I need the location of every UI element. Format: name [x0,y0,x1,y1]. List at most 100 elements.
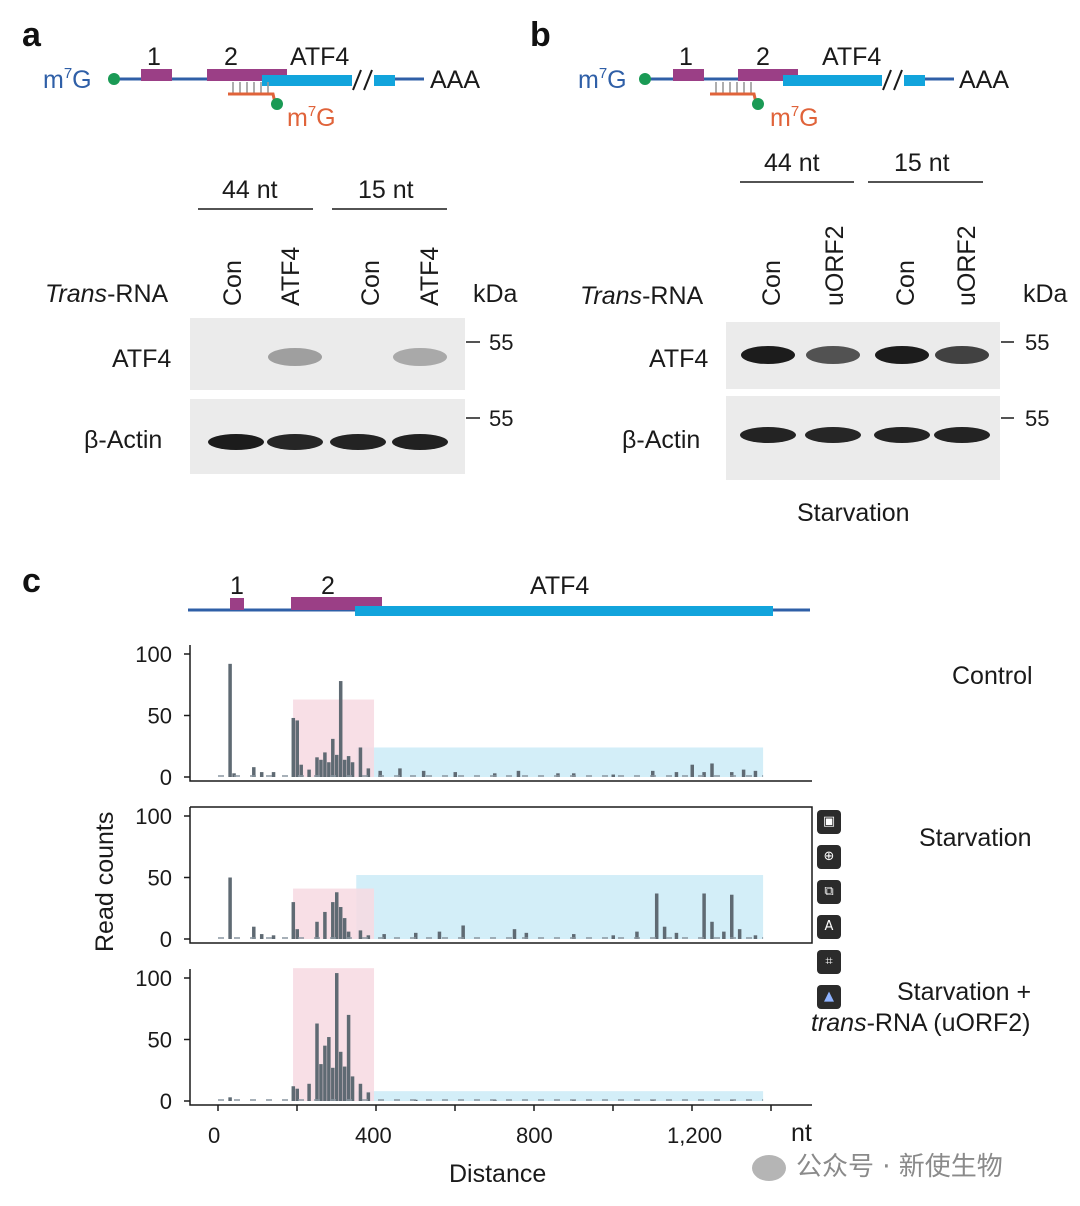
count-bar [651,770,655,777]
blot-a-row-label-actin: β-Actin [84,426,162,454]
count-bar [331,738,335,777]
count-bar [323,1045,327,1101]
kda-label: kDa [473,280,518,308]
x-tick-1200: 1,200 [667,1123,722,1148]
panel-c-letter: c [22,562,41,600]
wechat-icon [752,1154,786,1181]
marker-a-2: 55 [489,406,513,431]
app-logo-icon[interactable]: ▲ [817,985,841,1009]
count-bar [730,772,734,777]
count-bar [556,773,560,777]
count-bar [319,1064,323,1101]
count-bar [342,918,347,939]
uorf1-box [141,69,172,81]
cap-dot [108,73,120,85]
blot-b-actin-band-3 [874,427,930,443]
count-bar [702,772,706,777]
panel-a: a m7G 1 2 ATF4 AAA [22,16,518,474]
uorf1-label: 1 [230,572,244,600]
blot-b-row-label-atf4: ATF4 [649,345,708,373]
uorf1-label: 1 [147,43,161,71]
x-axis-label: Distance [449,1160,546,1188]
count-bar [315,757,319,777]
plot-title-trans-line2: trans-RNA (uORF2) [811,1009,1031,1037]
text-edit-icon[interactable]: A [817,915,841,939]
count-bar [228,1097,232,1101]
ocr-icon[interactable]: ⌗ [817,950,841,974]
count-bar [710,763,714,777]
count-bar [710,921,714,939]
count-bar [331,902,335,939]
plot-title-control: Control [952,662,1033,690]
count-bar [461,925,465,939]
lane-label-2: uORF2 [821,225,849,306]
count-bar [378,770,382,777]
atf4-cds-box [783,75,925,86]
image-edit-icon[interactable]: ▣ [817,810,841,834]
count-bar [335,754,339,777]
row-header-trans-rna: Trans-RNA [580,282,703,310]
cap-dot [639,73,651,85]
trans-cap-dot [271,98,283,110]
row-header-trans-rna: Trans-RNA [45,280,168,308]
y-tick-label: 50 [148,704,172,729]
y-tick-label: 50 [148,1028,172,1053]
count-bar [338,907,343,939]
condition-label: Starvation [797,499,910,527]
count-bar [315,921,319,939]
count-bar [398,768,402,777]
uorf2-label: 2 [321,572,335,600]
panel-a-letter: a [22,16,42,54]
count-bar [291,717,296,777]
count-bar [414,932,418,939]
bands-b [740,346,990,443]
y-tick-label: 50 [148,866,172,891]
count-bar [335,973,339,1101]
zoom-icon[interactable]: ⊕ [817,845,841,869]
y-tick-label: 100 [135,642,172,667]
blot-b-atf4-band-3 [875,346,929,364]
count-bar [252,926,256,939]
plot-title-starvation: Starvation [919,824,1032,852]
panel-a-mrna-diagram: m7G 1 2 ATF4 AAA m7G [43,43,480,132]
break-mark-2 [363,69,373,91]
count-bar [753,770,758,777]
gene-label: ATF4 [822,43,881,71]
trans-cap-label: m7G [287,103,336,132]
panel-c-gene-diagram: 1 2 ATF4 [188,572,810,616]
count-bar [753,935,758,939]
blot-b-actin-band-4 [934,427,990,443]
cds-shade [356,747,764,777]
count-bar [291,1086,296,1101]
count-bar [327,1037,331,1101]
count-bar [437,931,442,939]
blot-b-atf4-band-4 [935,346,989,364]
x-tick-0: 0 [208,1123,220,1148]
panel-b: b m7G 1 2 ATF4 AAA [530,16,1068,527]
plot-frame [189,645,812,782]
group-15nt: 15 nt [358,176,414,204]
blot-b-row-label-actin: β-Actin [622,426,700,454]
blot-a-actin-band-4 [392,434,448,450]
count-bar [722,931,726,939]
watermark: 公众号 · 新使生物 [752,1146,1003,1183]
bands-a [208,348,448,450]
y-tick-label: 0 [160,927,172,952]
count-bar [366,1092,371,1101]
lane-label-2: ATF4 [277,247,305,306]
count-bar [338,681,343,777]
count-bar [516,770,521,777]
translate-icon[interactable]: ⧉ [817,880,841,904]
count-bar [346,1014,351,1101]
count-bar [611,935,615,939]
count-bar [524,932,529,939]
x-tick-800: 800 [516,1123,553,1148]
atf4-cds-box [262,75,395,86]
lane-label-1: Con [758,260,786,306]
count-bar [674,932,679,939]
y-tick-label: 100 [135,804,172,829]
panel-c: c 1 2 ATF4 Read counts 05010005010005010… [22,562,1033,1188]
uorf1-box [673,69,704,81]
count-bar [342,759,347,777]
break-mark-1 [352,69,362,91]
